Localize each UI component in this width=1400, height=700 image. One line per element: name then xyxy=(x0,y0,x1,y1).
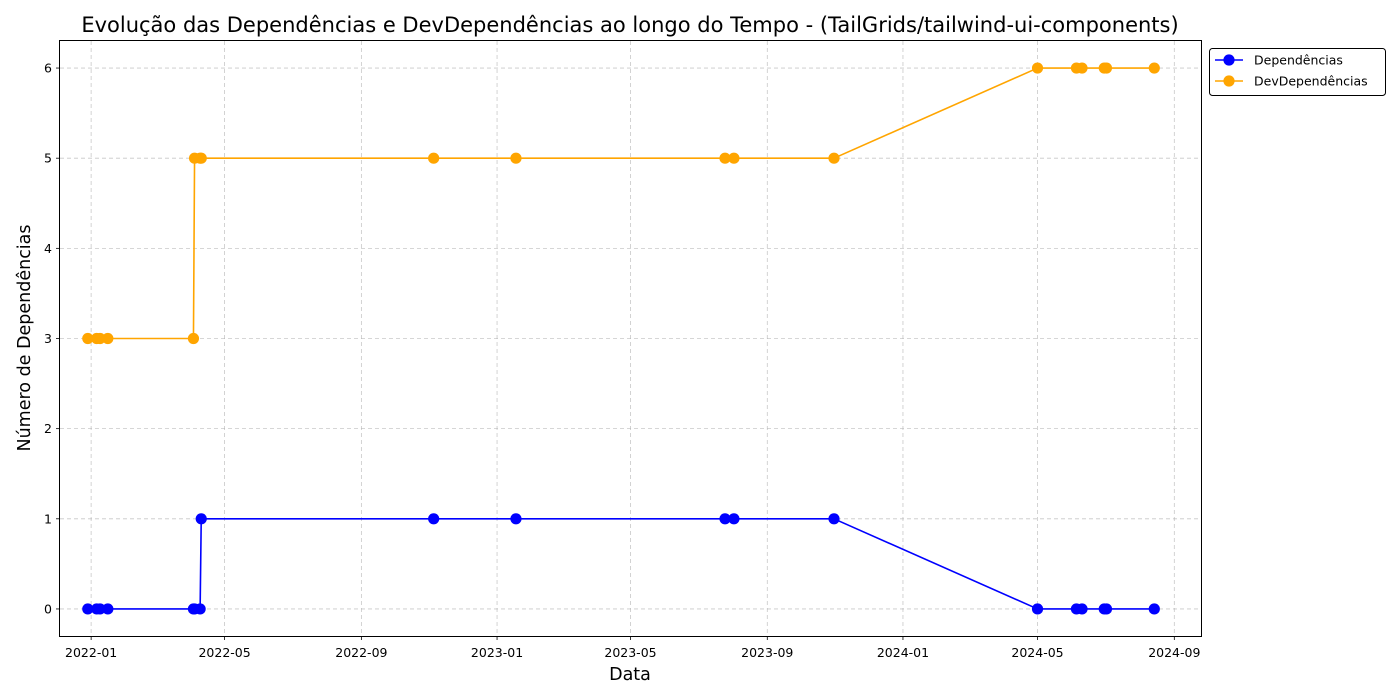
x-tick-label: 2023-09 xyxy=(741,645,793,660)
legend-marker xyxy=(1223,54,1235,66)
data-point xyxy=(728,513,740,525)
data-point xyxy=(1100,62,1113,74)
data-point xyxy=(82,603,94,615)
data-point xyxy=(102,603,114,615)
y-tick-label: 1 xyxy=(44,511,52,526)
y-tick-label: 5 xyxy=(44,151,52,166)
data-point xyxy=(1076,62,1088,74)
data-point xyxy=(428,152,440,164)
chart-title: Evolução das Dependências e DevDependênc… xyxy=(81,13,1178,37)
x-tick-label: 2024-05 xyxy=(1011,645,1063,660)
legend: Dependências DevDependências xyxy=(1209,48,1386,96)
x-tick-label: 2024-01 xyxy=(877,645,929,660)
y-tick-label: 2 xyxy=(44,421,52,436)
data-point xyxy=(1148,62,1160,74)
y-tick-label: 0 xyxy=(44,601,52,616)
x-tick-label: 2024-09 xyxy=(1148,645,1200,660)
legend-label: DevDependências xyxy=(1254,74,1368,89)
x-tick-label: 2022-09 xyxy=(335,645,387,660)
y-tick-label: 4 xyxy=(44,241,52,256)
data-point xyxy=(1031,62,1044,74)
data-point xyxy=(187,332,200,345)
x-tick-label: 2023-05 xyxy=(604,645,656,660)
series-2 xyxy=(82,62,1160,345)
grid-lines xyxy=(60,41,1201,636)
y-tick-label: 3 xyxy=(44,331,52,346)
data-point xyxy=(102,332,114,345)
x-axis-label: Data xyxy=(609,665,651,685)
data-point xyxy=(1076,603,1088,615)
data-point xyxy=(194,603,206,615)
data-point xyxy=(1100,603,1113,615)
data-point xyxy=(719,513,731,525)
data-point xyxy=(195,152,207,164)
data-point xyxy=(428,513,440,525)
data-point xyxy=(94,332,106,345)
x-tick-label: 2022-01 xyxy=(65,645,117,660)
data-point xyxy=(828,152,840,164)
data-point xyxy=(1031,603,1044,615)
data-point xyxy=(94,603,106,615)
legend-frame xyxy=(1209,48,1386,96)
y-axis-label: Número de Dependências xyxy=(15,224,35,451)
data-point xyxy=(82,332,94,345)
legend-marker xyxy=(1223,75,1235,87)
data-point xyxy=(510,513,522,525)
data-point xyxy=(728,152,740,164)
legend-label: Dependências xyxy=(1254,53,1343,68)
data-point xyxy=(1148,603,1160,615)
data-point xyxy=(195,513,207,525)
series-layer xyxy=(82,62,1160,615)
x-tick-label: 2022-05 xyxy=(198,645,250,660)
series-line xyxy=(87,517,1155,610)
data-point xyxy=(719,152,731,164)
data-point xyxy=(510,152,522,164)
x-tick-label: 2023-01 xyxy=(471,645,523,660)
series-1 xyxy=(82,513,1160,615)
data-point xyxy=(828,513,840,525)
y-tick-label: 6 xyxy=(44,61,52,76)
series-line xyxy=(87,67,1155,340)
axis-ticks: 2022-01 2022-05 2022-09 2023-01 2023-05 2023-… xyxy=(44,61,1200,660)
